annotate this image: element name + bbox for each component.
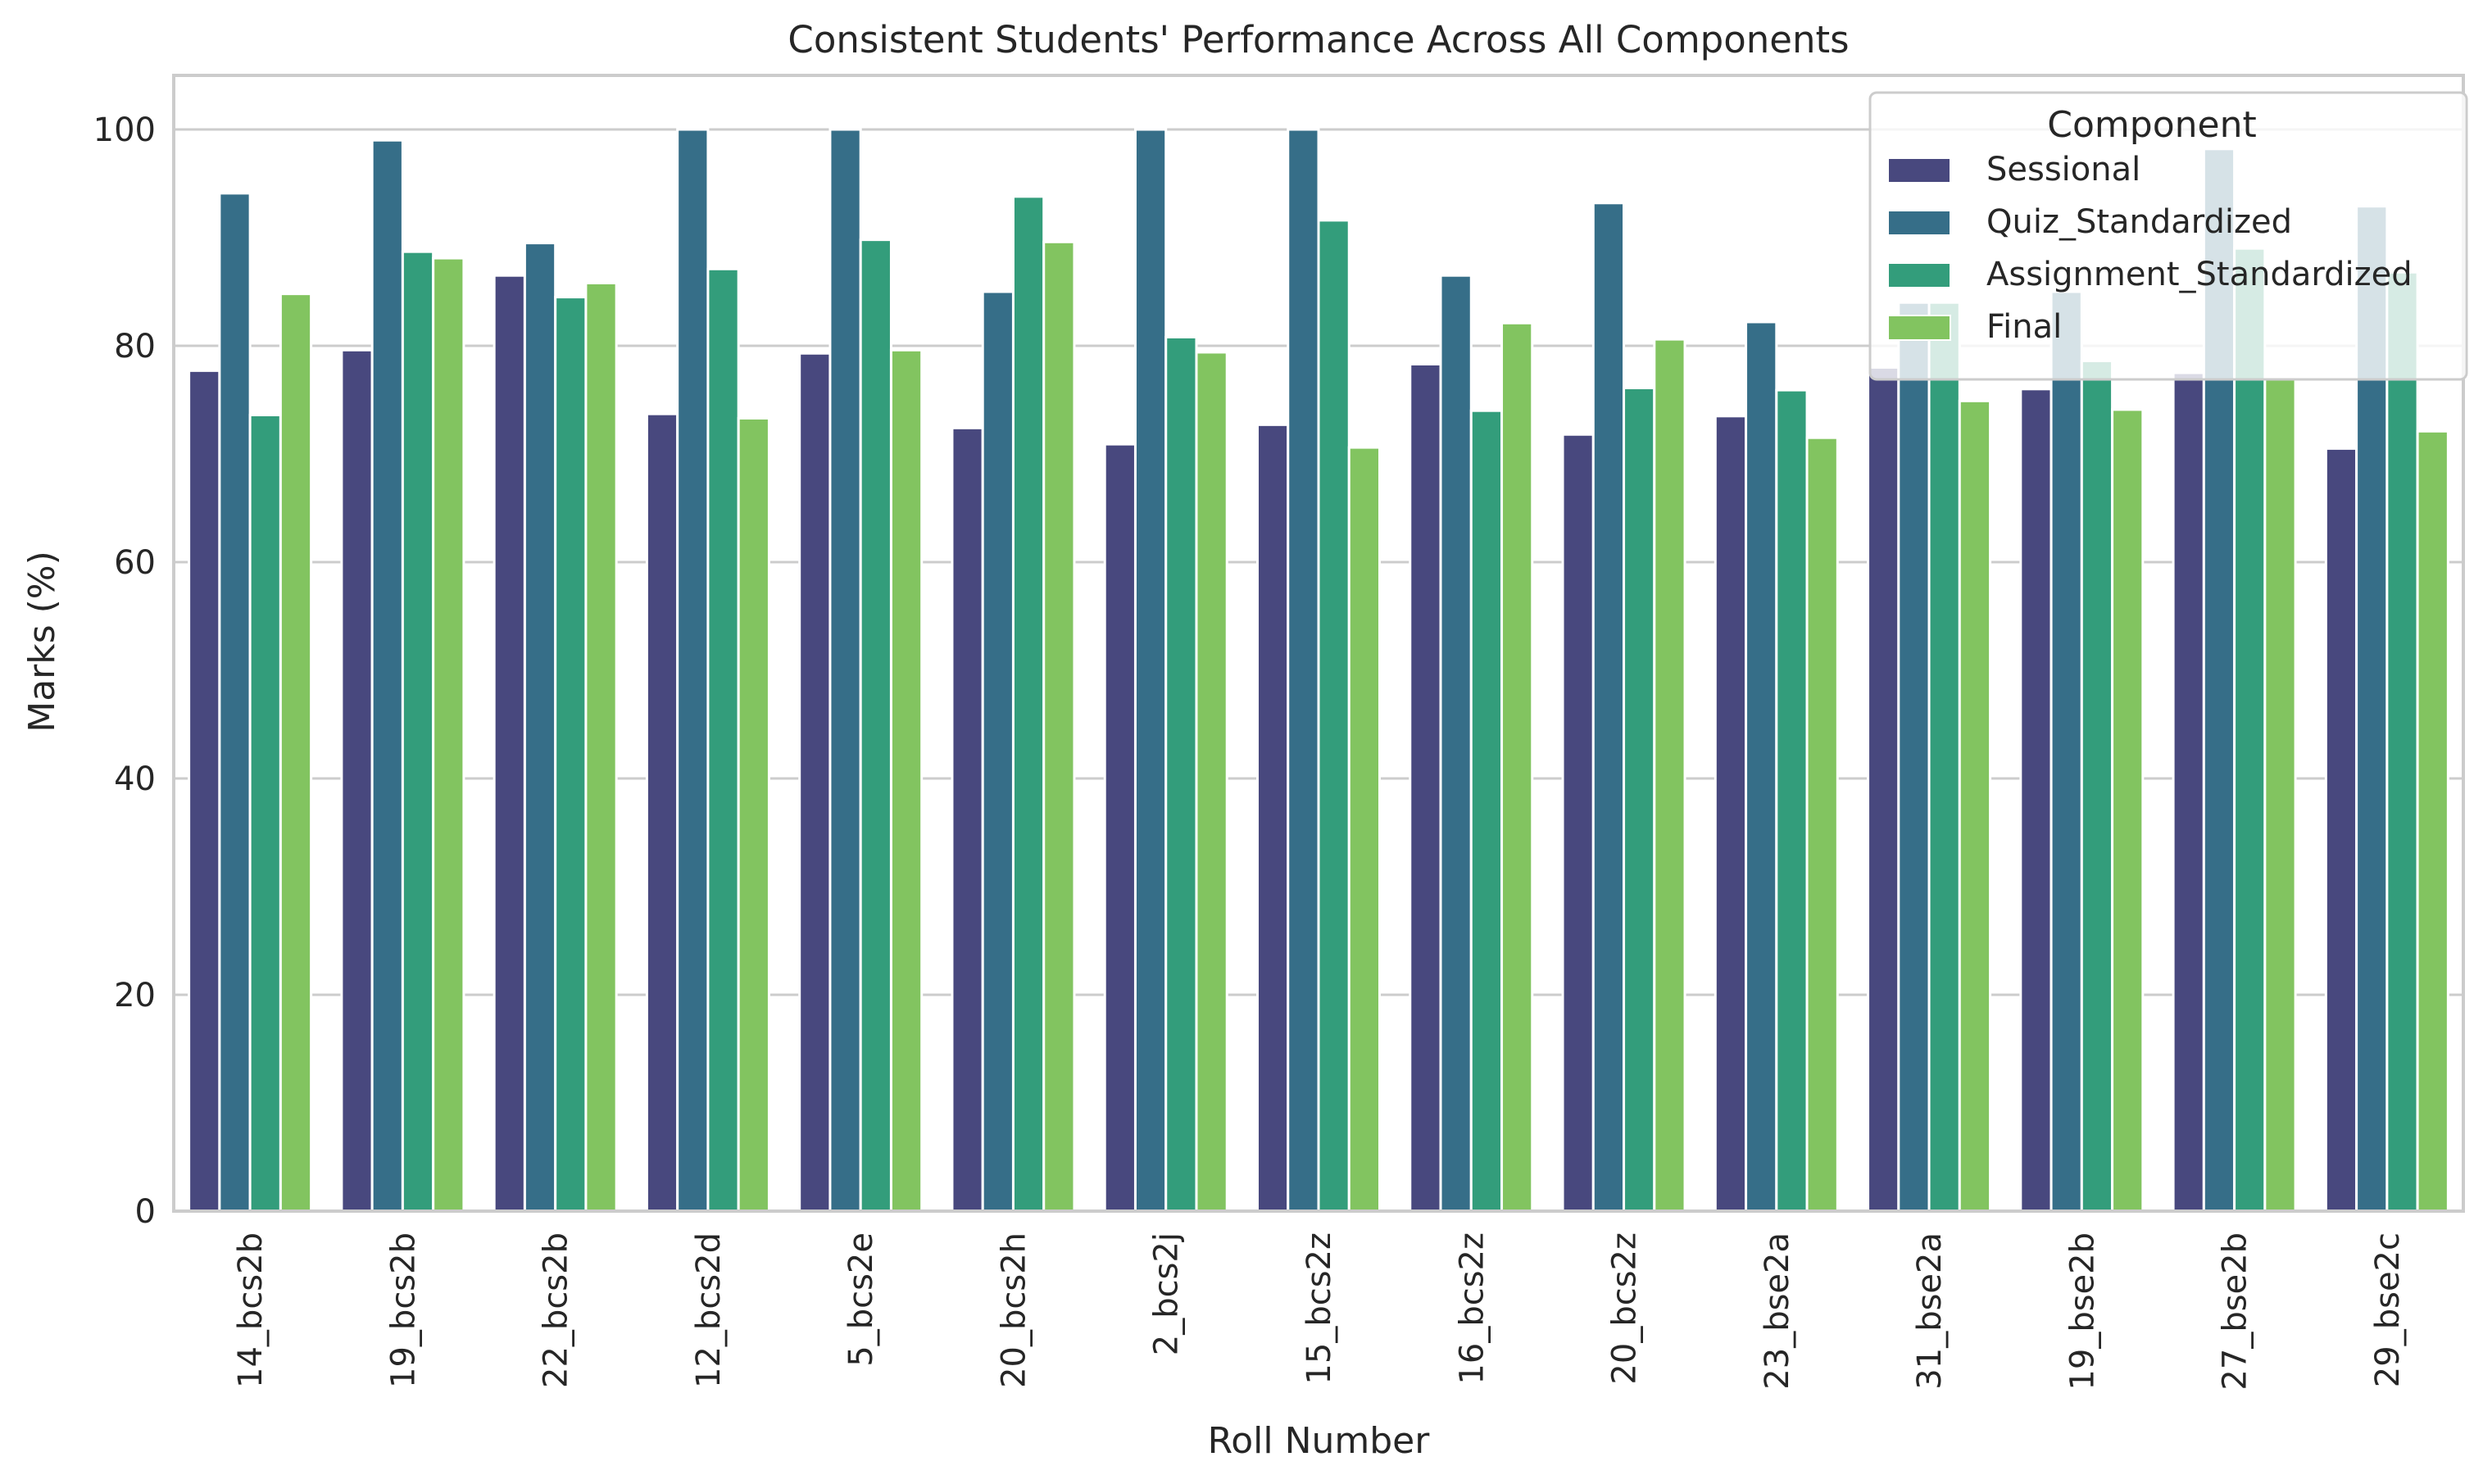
bar-assignment-standardized — [2385, 270, 2419, 1213]
y-tick-label: 100 — [93, 111, 156, 149]
bar-assignment-standardized — [2233, 247, 2267, 1213]
bar-assignment-standardized — [1775, 388, 1809, 1213]
bar-sessional — [1255, 423, 1290, 1213]
bar-assignment-standardized — [401, 250, 435, 1213]
bar-final — [1195, 351, 1228, 1213]
x-tick-label: 19_bcs2b — [384, 1232, 422, 1388]
legend-box — [1868, 91, 2468, 381]
x-tick-label: 22_bcs2b — [538, 1232, 575, 1388]
bar-sessional — [2324, 447, 2358, 1213]
x-tick-label: 27_bse2b — [2217, 1232, 2254, 1391]
bar-sessional — [1103, 442, 1137, 1213]
bar-quiz-standardized — [1591, 202, 1626, 1213]
bar-sessional — [1561, 433, 1595, 1213]
bar-sessional — [1867, 365, 1900, 1213]
bar-final — [2416, 429, 2449, 1213]
bar-quiz-standardized — [1439, 274, 1473, 1213]
bar-final — [279, 293, 313, 1213]
bar-sessional — [1714, 415, 1748, 1213]
bar-sessional — [493, 274, 526, 1213]
bar-final — [1958, 399, 1992, 1213]
bar-sessional — [2172, 371, 2205, 1213]
x-tick-label: 2_bcs2j — [1148, 1232, 1186, 1355]
legend-swatch — [1887, 210, 1951, 236]
legend-label: Final — [1986, 308, 2062, 346]
legend: Component Sessional Quiz_Standardized Assi… — [1868, 91, 2468, 381]
x-tick-label: 23_bse2a — [1759, 1232, 1796, 1390]
legend-label: Assignment_Standardized — [1986, 256, 2413, 293]
x-tick-label: 15_bcs2z — [1301, 1232, 1338, 1385]
bar-assignment-standardized — [1469, 409, 1504, 1213]
legend-items: Sessional Quiz_Standardized Assignment_Sta… — [1887, 151, 2413, 346]
bar-final — [737, 416, 770, 1213]
legend-swatch — [1887, 157, 1951, 184]
y-axis-ticks: 0 20 40 60 80 100 — [93, 111, 156, 1231]
legend-label: Quiz_Standardized — [1986, 203, 2292, 241]
bar-quiz-standardized — [1745, 320, 1778, 1213]
bar-assignment-standardized — [1623, 386, 1656, 1213]
plot-frame — [172, 74, 2465, 1213]
bar-sessional — [645, 412, 679, 1213]
bar-quiz-standardized — [981, 290, 1015, 1213]
x-tick-label: 31_bse2a — [1911, 1232, 1949, 1390]
bar-final — [1805, 436, 1839, 1213]
bar-sessional — [2019, 388, 2053, 1213]
chart-title: Consistent Students' Performance Across … — [788, 18, 1849, 61]
bar-assignment-standardized — [1317, 219, 1350, 1213]
bar-final — [889, 348, 924, 1213]
bar-quiz-standardized — [828, 128, 862, 1213]
bar-sessional — [188, 369, 221, 1213]
x-axis-ticks: 14_bcs2b 19_bcs2b 22_bcs2b 12_bcs2d 5_bcs2e 2… — [232, 1232, 2407, 1391]
y-axis-label: Marks (%) — [21, 551, 63, 733]
x-axis-label: Roll Number — [1208, 1420, 1431, 1462]
bar-assignment-standardized — [554, 296, 588, 1213]
bar-assignment-standardized — [859, 238, 892, 1213]
legend-title: Component — [2047, 104, 2256, 146]
bar-quiz-standardized — [1897, 301, 1931, 1213]
x-tick-label: 20_bcs2h — [995, 1232, 1033, 1388]
x-tick-label: 16_bcs2z — [1453, 1232, 1491, 1385]
bar-quiz-standardized — [1287, 128, 1320, 1213]
legend-label: Sessional — [1986, 151, 2140, 188]
bar-sessional — [1409, 362, 1442, 1213]
x-tick-label: 19_bse2b — [2063, 1232, 2101, 1391]
bar-assignment-standardized — [706, 267, 740, 1213]
bar-quiz-standardized — [1133, 128, 1168, 1213]
bar-quiz-standardized — [523, 242, 557, 1213]
bar-sessional — [340, 348, 374, 1213]
bar-quiz-standardized — [2049, 290, 2083, 1213]
bar-sessional — [798, 352, 832, 1213]
bar-final — [1347, 446, 1382, 1213]
x-tick-label: 20_bcs2z — [1606, 1232, 1644, 1385]
y-tick-label: 20 — [114, 977, 156, 1014]
bar-assignment-standardized — [1164, 335, 1198, 1213]
bar-assignment-standardized — [248, 413, 282, 1213]
x-tick-label: 12_bcs2d — [690, 1232, 728, 1388]
bar-assignment-standardized — [2080, 359, 2114, 1213]
x-tick-label: 29_bse2c — [2369, 1232, 2407, 1387]
bar-final — [584, 281, 618, 1213]
legend-swatch — [1887, 262, 1951, 288]
bar-assignment-standardized — [1927, 301, 1961, 1213]
bar-quiz-standardized — [370, 138, 404, 1213]
y-tick-label: 0 — [135, 1193, 156, 1231]
y-tick-label: 80 — [114, 328, 156, 365]
bar-final — [2263, 377, 2297, 1213]
bar-quiz-standardized — [218, 192, 252, 1213]
y-tick-label: 40 — [114, 760, 156, 798]
x-tick-label: 5_bcs2e — [842, 1232, 880, 1367]
bar-assignment-standardized — [1011, 195, 1046, 1213]
bar-final — [1653, 338, 1686, 1213]
legend-swatch — [1887, 315, 1951, 341]
y-tick-label: 60 — [114, 544, 156, 582]
bar-final — [2111, 408, 2145, 1213]
bar-final — [1042, 240, 1076, 1213]
bar-final — [432, 256, 465, 1213]
bar-quiz-standardized — [676, 128, 710, 1213]
bar-final — [1500, 321, 1534, 1213]
x-tick-label: 14_bcs2b — [232, 1232, 270, 1388]
bar-sessional — [951, 426, 984, 1213]
